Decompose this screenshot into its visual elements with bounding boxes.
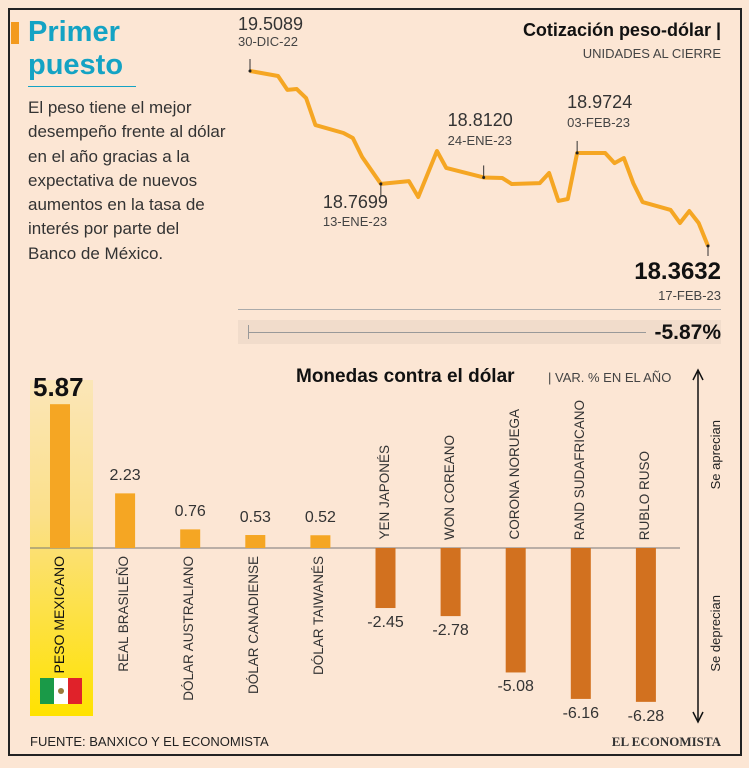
- bar-value-label: 2.23: [109, 467, 141, 485]
- annotation-value: 18.9724: [567, 92, 633, 112]
- annotation-point: [575, 151, 579, 155]
- headline: Primer puesto: [28, 16, 123, 82]
- accent-mark: [11, 22, 19, 44]
- exchange-rate-line: [249, 69, 710, 247]
- bar: [635, 548, 656, 702]
- arrow-up-icon: [692, 368, 704, 381]
- bar: [310, 535, 331, 548]
- annotation-date: 24-ENE-23: [447, 133, 512, 148]
- change-value: -5.87%: [654, 321, 721, 344]
- mexico-value: 5.87: [33, 372, 84, 402]
- headline-line2: puesto: [28, 49, 124, 81]
- change-tick: [248, 325, 249, 339]
- bar-value-label: 0.76: [174, 503, 206, 521]
- annotation-value-final: 18.3632: [634, 258, 721, 285]
- bar-value-label: -6.28: [627, 707, 665, 725]
- bar-value-label: 0.53: [239, 509, 271, 526]
- category-label: RUBLO RUSO: [636, 450, 652, 540]
- appreciate-label: Se aprecian: [708, 420, 723, 490]
- annotation-point: [248, 69, 252, 73]
- change-track: [248, 332, 646, 333]
- bar-chart-subtitle: | VAR. % EN EL AÑO: [548, 370, 672, 385]
- bar-value-label: -2.78: [432, 622, 469, 640]
- frame: [8, 8, 742, 756]
- bar-value-label: -2.45: [367, 614, 404, 632]
- bar: [245, 535, 266, 548]
- category-label: WON COREANO: [441, 434, 457, 540]
- bar-chart-title: Monedas contra el dólar: [296, 366, 515, 387]
- category-label: DÓLAR TAIWANÉS: [311, 556, 327, 676]
- brand-logo: EL ECONOMISTA: [611, 734, 721, 749]
- description: El peso tiene el mejor desempeño frente …: [28, 98, 226, 263]
- annotation-value: 18.7699: [322, 192, 388, 212]
- category-label: RAND SUDAFRICANO: [571, 399, 587, 540]
- category-label: CORONA NORUEGA: [506, 409, 522, 540]
- category-label: YEN JAPONÉS: [376, 445, 392, 540]
- annotation-date-final: 17-FEB-23: [658, 288, 721, 303]
- bar: [180, 529, 201, 548]
- annotation-value: 18.8120: [447, 110, 513, 130]
- bar: [440, 548, 461, 617]
- annotation-point: [706, 244, 710, 248]
- annotation-point: [482, 175, 486, 179]
- source: FUENTE: BANXICO Y EL ECONOMISTA: [30, 734, 269, 749]
- annotation-date: 03-FEB-23: [567, 115, 631, 130]
- mexico-flag-icon: [40, 678, 82, 704]
- annotation-point: [379, 182, 383, 186]
- annotation-date: 13-ENE-23: [322, 214, 388, 229]
- annotation-date: 30-DIC-22: [238, 34, 298, 49]
- arrow-down-icon: [692, 711, 704, 724]
- bar: [505, 548, 526, 673]
- category-label: PESO MEXICANO: [51, 556, 67, 674]
- bar-value-label: -6.16: [562, 704, 600, 722]
- headline-rule: [28, 86, 136, 87]
- depreciate-label: Se deprecian: [708, 595, 723, 672]
- category-label: DÓLAR CANADIENSE: [246, 556, 262, 695]
- category-label: DÓLAR AUSTRALIANO: [181, 556, 197, 701]
- headline-line1: Primer: [28, 16, 120, 48]
- bar: [115, 493, 136, 548]
- bar: [375, 548, 396, 609]
- line-chart-subtitle: UNIDADES AL CIERRE: [582, 46, 721, 61]
- line-chart-title: Cotización peso-dólar |: [522, 20, 721, 40]
- divider: [238, 309, 721, 310]
- annotation-value: 19.5089: [238, 14, 304, 34]
- category-label: REAL BRASILEÑO: [116, 556, 132, 672]
- bar-chart: [30, 368, 704, 724]
- bar: [50, 404, 70, 548]
- bar-value-label: 0.52: [304, 509, 336, 527]
- bar: [570, 548, 591, 699]
- bar-value-label: -5.08: [497, 678, 534, 696]
- line-chart: [248, 59, 710, 256]
